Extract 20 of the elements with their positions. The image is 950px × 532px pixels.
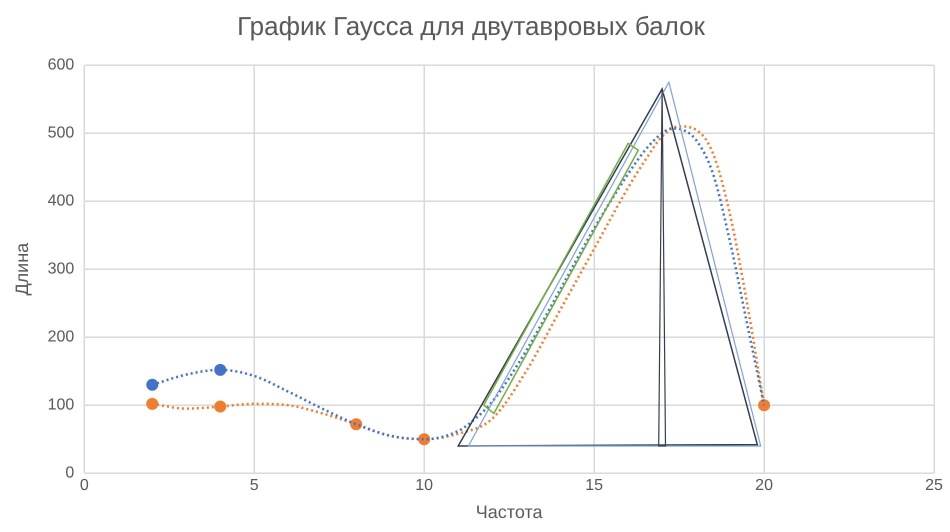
- point: [146, 378, 158, 391]
- x-tick-label: 10: [415, 477, 434, 494]
- point: [758, 399, 770, 412]
- x-tick-label: 20: [755, 477, 774, 494]
- x-axis-title: Частота: [476, 502, 544, 522]
- y-tick-label: 300: [48, 260, 74, 278]
- y-tick-label: 400: [48, 192, 74, 210]
- y-tick-label: 0: [65, 464, 74, 482]
- y-tick-label: 600: [48, 56, 74, 74]
- x-tick-label: 25: [925, 477, 943, 494]
- point: [146, 398, 158, 410]
- chart-title: График Гаусса для двутавровых балок: [237, 10, 706, 41]
- x-tick-label: 0: [80, 477, 89, 494]
- y-tick-label: 500: [48, 124, 74, 142]
- y-axis-title: Длина: [12, 242, 32, 296]
- y-tick-label: 200: [48, 328, 74, 346]
- y-tick-label: 100: [48, 396, 74, 414]
- point: [214, 400, 226, 413]
- x-tick-label: 15: [585, 477, 604, 494]
- x-tick-label: 5: [250, 477, 259, 494]
